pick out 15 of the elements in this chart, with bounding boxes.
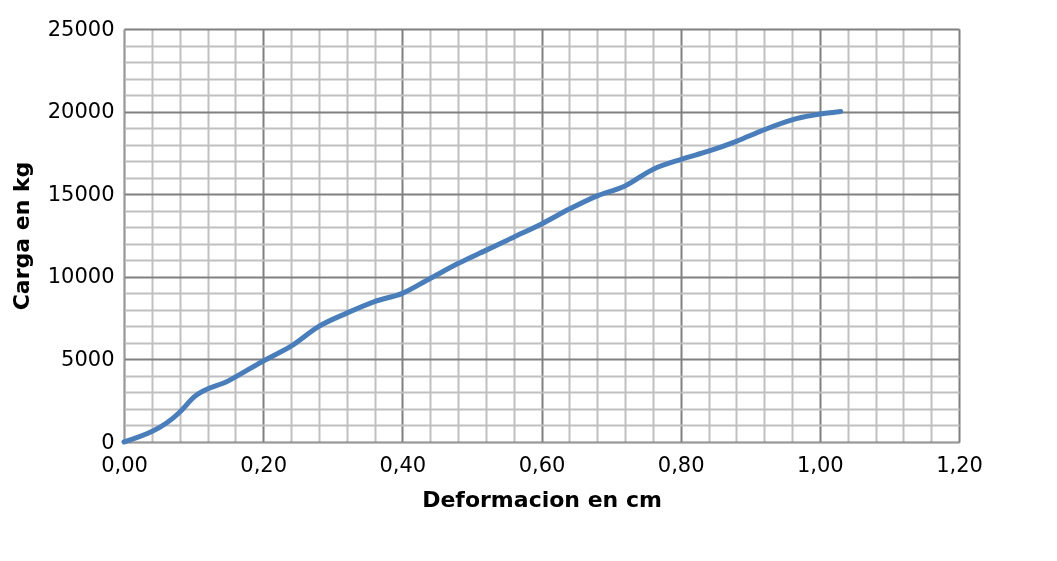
x-tick-label: 1,00: [796, 452, 844, 477]
x-tick-label: 1,20: [936, 452, 983, 477]
x-axis-title: Deformacion en cm: [422, 486, 662, 512]
x-tick-label: 0,00: [101, 452, 148, 477]
x-tick-label: 0,40: [379, 452, 427, 477]
x-tick-label: 0,60: [518, 452, 566, 477]
y-tick-label: 5000: [61, 346, 115, 371]
x-tick-label: 0,80: [657, 452, 705, 477]
y-tick-label: 15000: [47, 181, 115, 206]
y-tick-label: 0: [101, 429, 115, 454]
x-tick-label: 0,20: [240, 452, 288, 477]
y-tick-label: 20000: [47, 99, 115, 124]
y-tick-label: 25000: [47, 16, 115, 41]
y-axis-title: Carga en kg: [8, 161, 34, 311]
y-tick-label: 10000: [47, 264, 115, 289]
